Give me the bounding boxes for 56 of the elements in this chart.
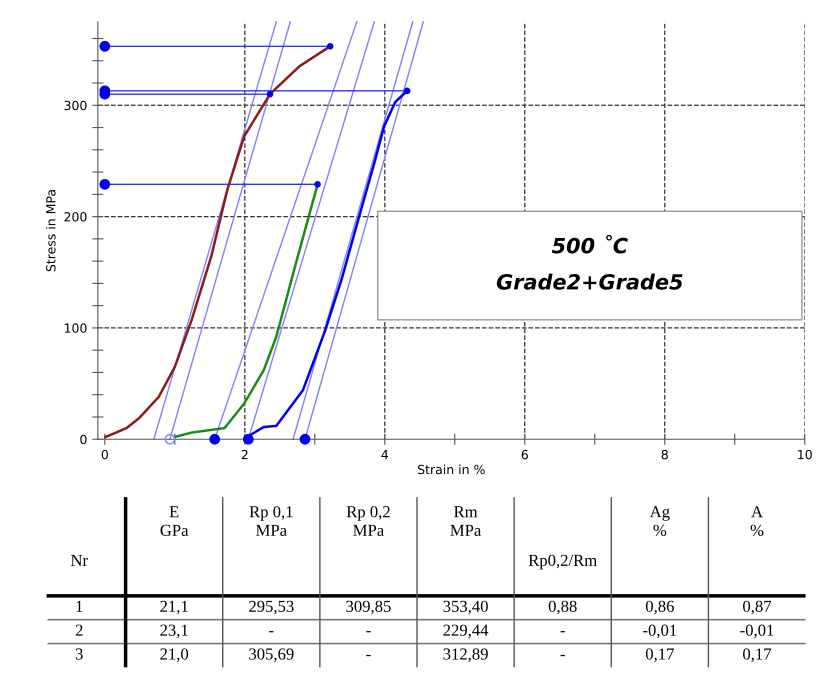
- category-label: E GPa: [160, 506, 188, 536]
- x-tick-label: 10: [798, 450, 812, 460]
- text: -0,01: [740, 624, 774, 638]
- x-tick-label: 4: [381, 450, 388, 460]
- text: 353,40: [443, 600, 488, 614]
- y-tick-label: 0: [80, 434, 87, 444]
- text: 21,1: [160, 600, 188, 614]
- text: -: [366, 631, 371, 632]
- point: [300, 434, 310, 445]
- x-tick-label: 0: [102, 450, 108, 460]
- text: 309,85: [346, 600, 391, 614]
- point: [209, 434, 220, 445]
- x-tick-label: 6: [522, 450, 528, 460]
- x-tick-label: 8: [662, 450, 668, 460]
- text: 0,17: [646, 648, 674, 662]
- point: [266, 90, 274, 98]
- text: 3: [76, 648, 83, 660]
- point: [99, 40, 110, 52]
- category-label: Rp0,2/Rm: [528, 554, 597, 570]
- text: 0,88: [548, 600, 577, 614]
- text: 295,53: [249, 600, 294, 614]
- point: [404, 88, 410, 94]
- text: -: [269, 631, 274, 632]
- y-axis-title: Stress in MPa: [46, 190, 56, 272]
- point: [314, 181, 321, 188]
- y-tick-label: 300: [64, 100, 87, 110]
- category-label: Rp 0,1 MPa: [250, 506, 293, 536]
- text: 2: [76, 624, 82, 636]
- text: 0,87: [743, 600, 772, 614]
- category-label: Nr: [70, 554, 88, 566]
- text: 0,86: [646, 600, 674, 614]
- point: [164, 434, 176, 445]
- y-tick-label: 100: [64, 323, 87, 333]
- text: 312,89: [443, 648, 488, 662]
- annotation: 500 ˚C: [552, 234, 628, 254]
- point: [242, 434, 254, 445]
- text: -0,01: [643, 624, 676, 638]
- point: [99, 178, 110, 190]
- point: [326, 42, 334, 50]
- category-label: Rp 0,2 MPa: [346, 506, 390, 536]
- x-axis-title: Strain in %: [418, 464, 485, 474]
- text: -: [560, 631, 565, 632]
- text: 23,1: [160, 624, 188, 638]
- category-label: A %: [750, 506, 764, 536]
- text: 1: [76, 600, 82, 612]
- text: -: [560, 654, 565, 656]
- text: 21,0: [160, 648, 188, 662]
- text: 305,69: [249, 648, 294, 662]
- category-label: Ag %: [650, 506, 670, 536]
- y-tick-label: 200: [64, 212, 87, 222]
- annotation: Grade2+Grade5: [496, 274, 682, 290]
- text: 229,44: [443, 624, 488, 638]
- text: 0,17: [743, 648, 772, 662]
- text: -: [366, 654, 371, 656]
- x-tick-label: 2: [242, 450, 248, 460]
- category-label: Rm MPa: [450, 506, 482, 536]
